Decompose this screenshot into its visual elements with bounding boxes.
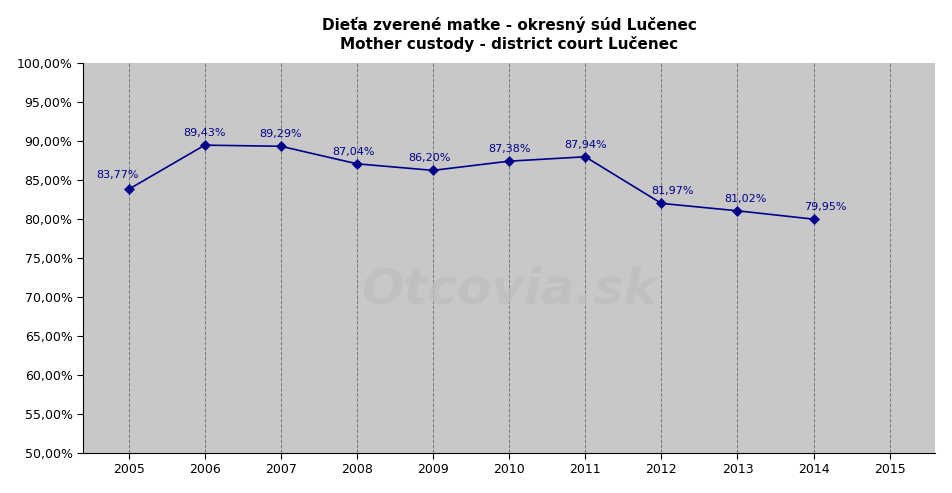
Text: 86,20%: 86,20% xyxy=(408,153,450,163)
Text: 83,77%: 83,77% xyxy=(96,170,138,180)
Text: Otcovia.sk: Otcovia.sk xyxy=(361,265,657,313)
Text: 89,43%: 89,43% xyxy=(184,128,226,138)
Text: 87,04%: 87,04% xyxy=(332,147,374,157)
Text: 79,95%: 79,95% xyxy=(803,202,846,212)
Text: 87,38%: 87,38% xyxy=(487,144,530,154)
Text: 89,29%: 89,29% xyxy=(260,129,302,139)
Text: 81,97%: 81,97% xyxy=(651,186,694,196)
Text: 81,02%: 81,02% xyxy=(724,194,766,204)
Title: Dieťa zverené matke - okresný súd Lučenec
Mother custody - district court Lučene: Dieťa zverené matke - okresný súd Lučene… xyxy=(322,17,697,52)
Text: 87,94%: 87,94% xyxy=(564,140,606,150)
